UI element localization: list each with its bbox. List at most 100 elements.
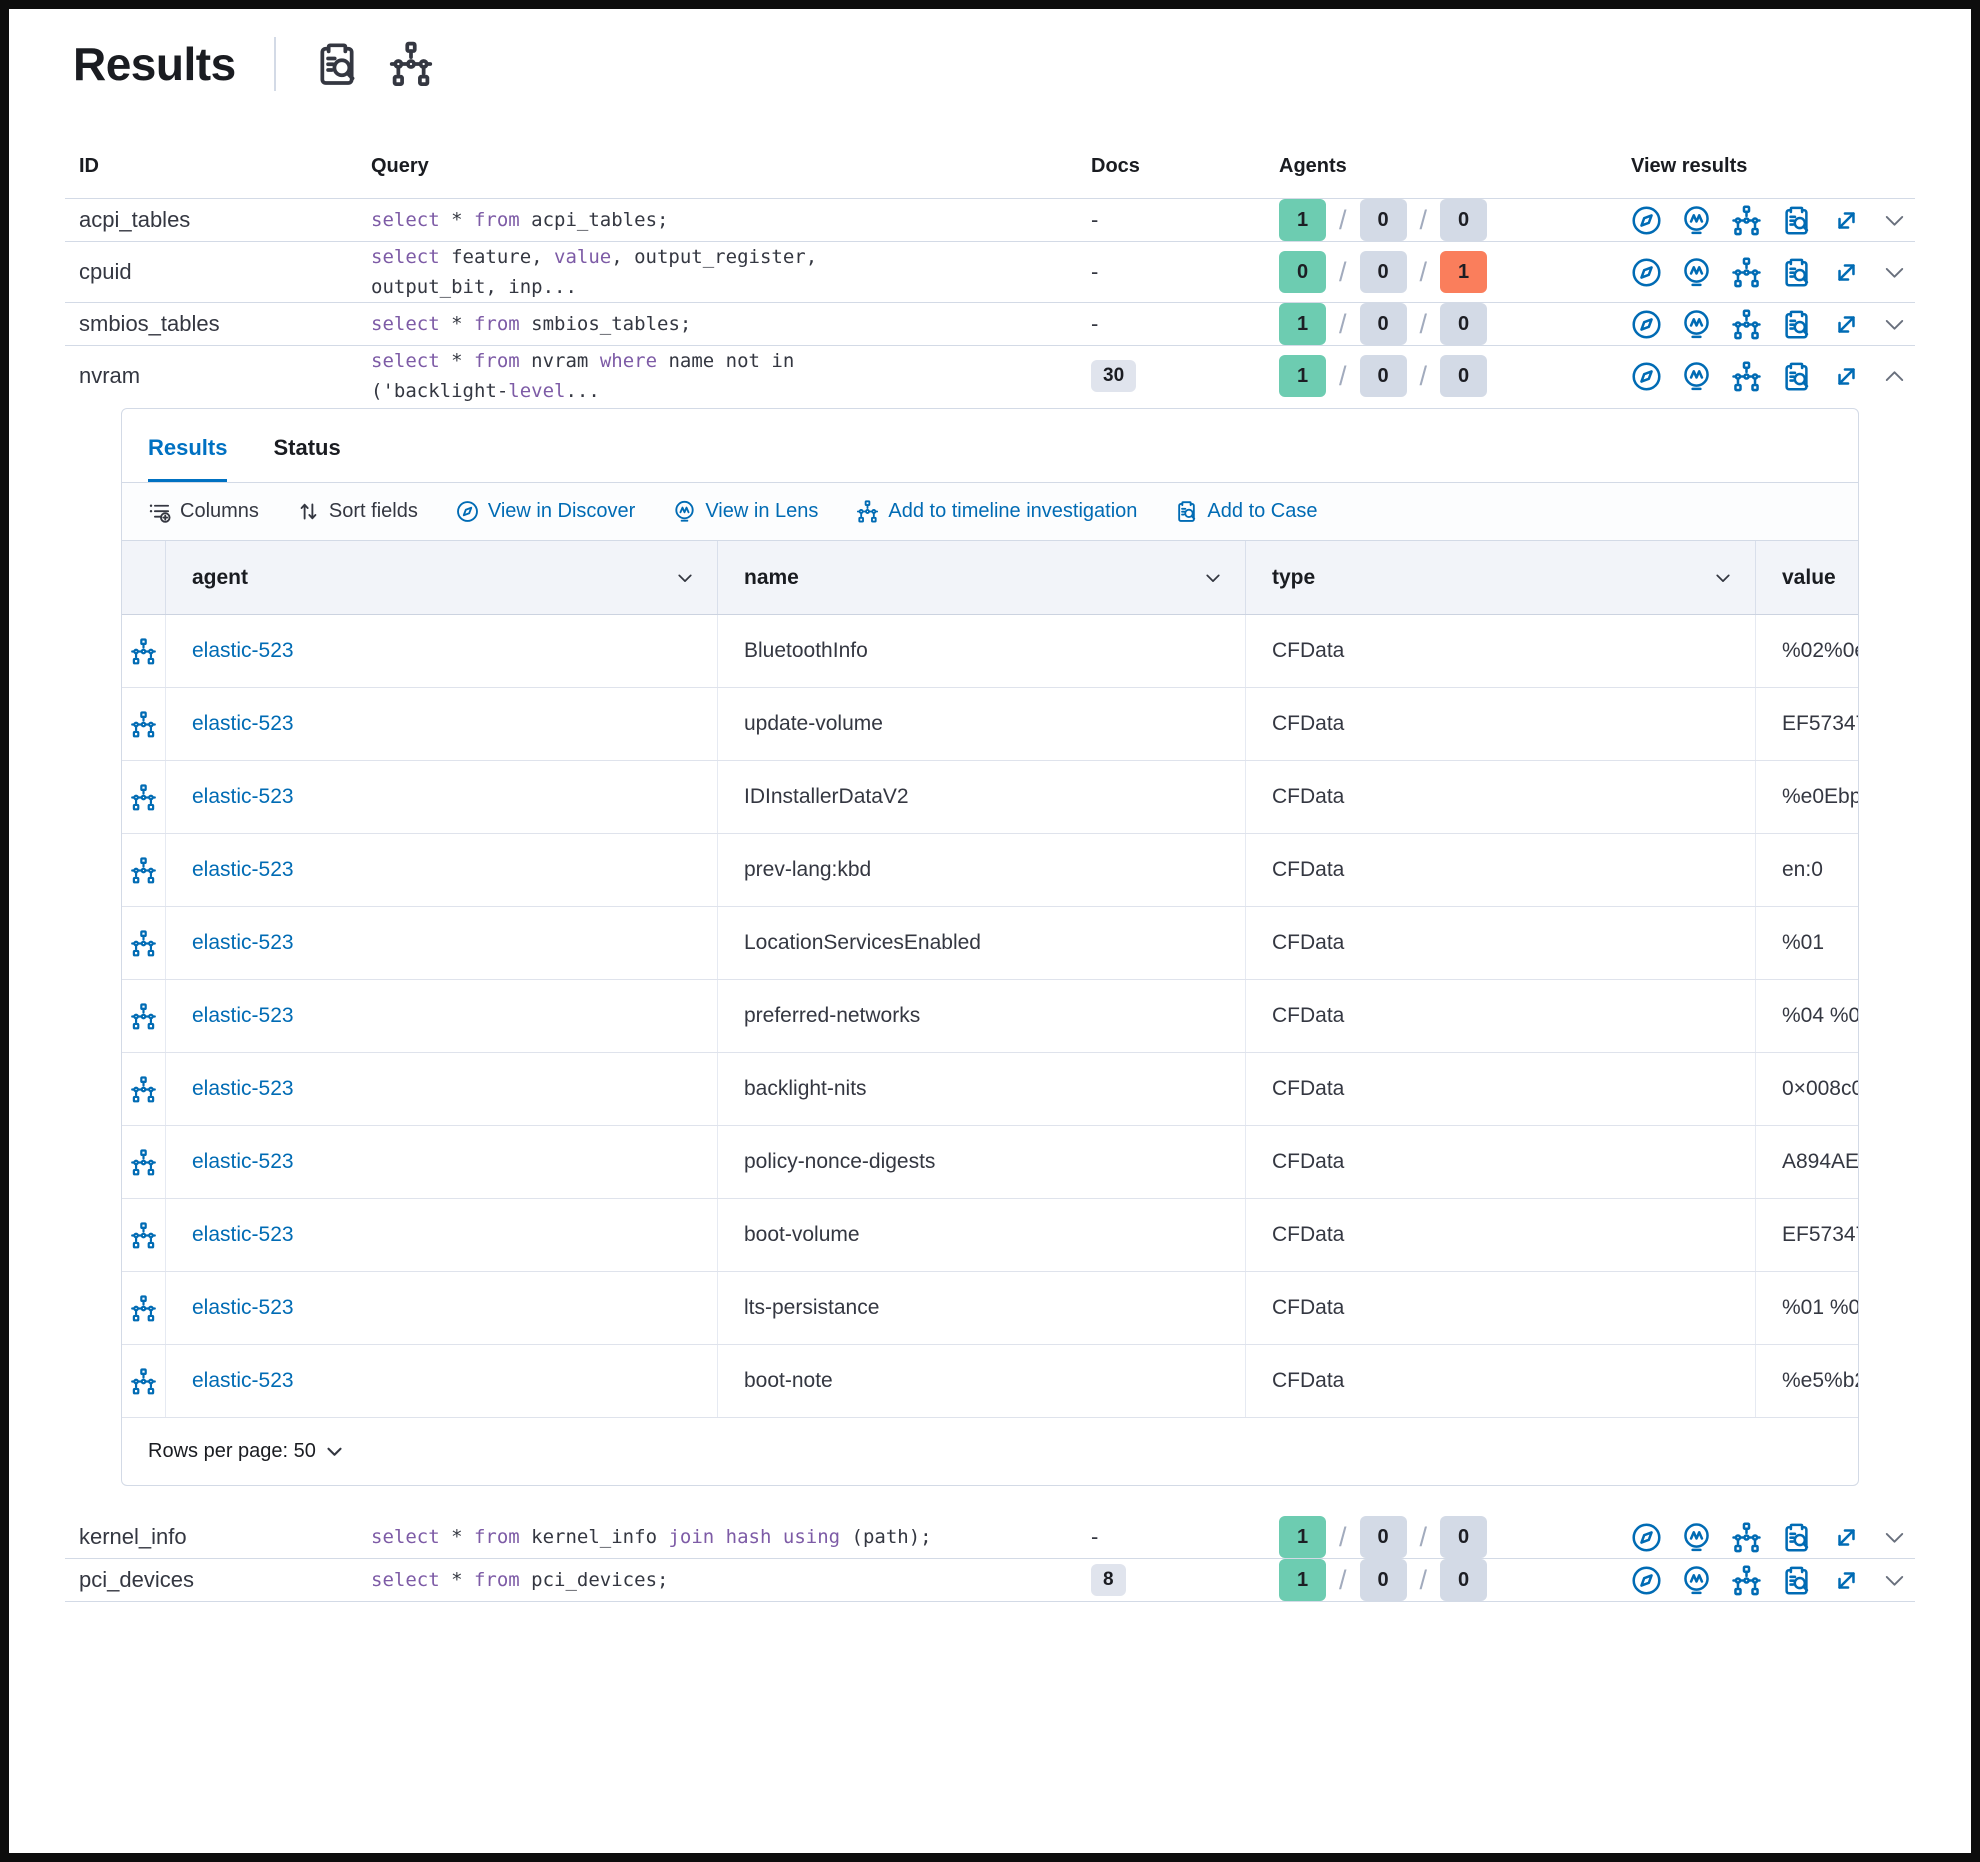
view-in-discover-button[interactable]: View in Discover: [456, 500, 635, 523]
agent-link[interactable]: elastic-523: [192, 858, 294, 882]
expand-icon[interactable]: [1831, 205, 1862, 236]
chevron-down-icon: [324, 1441, 345, 1462]
rows-per-page-control[interactable]: Rows per page: 50: [148, 1440, 345, 1463]
chevron-down-icon[interactable]: [1881, 311, 1908, 338]
page-header: Results: [9, 9, 1971, 91]
table-row: elastic-523IDInstallerDataV2CFData%e0Ebp…: [122, 761, 1858, 834]
chevron-down-icon[interactable]: [1881, 1567, 1908, 1594]
add-to-case-icon[interactable]: [1781, 205, 1812, 236]
grid-col-name[interactable]: name: [718, 541, 1246, 614]
row-timeline-icon[interactable]: [122, 1199, 166, 1271]
row-timeline-icon[interactable]: [122, 615, 166, 687]
discover-icon[interactable]: [1631, 309, 1662, 340]
agent-link[interactable]: elastic-523: [192, 639, 294, 663]
view-in-lens-button[interactable]: View in Lens: [673, 500, 818, 523]
row-timeline-icon[interactable]: [122, 761, 166, 833]
agent-count-badge-grey: 0: [1440, 355, 1487, 397]
row-timeline-icon[interactable]: [122, 1126, 166, 1198]
agents-separator: /: [1420, 205, 1428, 236]
agent-link[interactable]: elastic-523: [192, 1369, 294, 1393]
agent-link[interactable]: elastic-523: [192, 712, 294, 736]
inspect-clipboard-icon[interactable]: [314, 41, 360, 87]
grid-toolbar: Columns Sort fields View in Discover Vie…: [122, 483, 1858, 541]
row-timeline-icon[interactable]: [122, 980, 166, 1052]
agent-link[interactable]: elastic-523: [192, 1077, 294, 1101]
expand-icon[interactable]: [1831, 361, 1862, 392]
timeline-icon[interactable]: [1731, 309, 1762, 340]
expand-icon[interactable]: [1831, 1565, 1862, 1596]
docs-empty: -: [1091, 207, 1098, 232]
cell-type: CFData: [1246, 761, 1756, 833]
agent-link[interactable]: elastic-523: [192, 1004, 294, 1028]
lens-icon[interactable]: [1681, 257, 1712, 288]
expand-icon[interactable]: [1831, 257, 1862, 288]
cell-agent: elastic-523: [166, 615, 718, 687]
sort-fields-button[interactable]: Sort fields: [297, 500, 418, 523]
agents-separator: /: [1339, 309, 1347, 340]
discover-icon[interactable]: [1631, 361, 1662, 392]
row-timeline-icon[interactable]: [122, 1053, 166, 1125]
cell-value: %e5%b2%f6%: [1756, 1345, 1858, 1417]
timeline-icon[interactable]: [1731, 361, 1762, 392]
timeline-icon[interactable]: [1731, 1522, 1762, 1553]
grid-col-type[interactable]: type: [1246, 541, 1756, 614]
add-to-case-icon[interactable]: [1781, 1565, 1812, 1596]
row-timeline-icon[interactable]: [122, 834, 166, 906]
chevron-down-icon[interactable]: [675, 568, 695, 588]
row-timeline-icon[interactable]: [122, 1272, 166, 1344]
timeline-icon[interactable]: [1731, 1565, 1762, 1596]
add-to-timeline-button[interactable]: Add to timeline investigation: [856, 500, 1137, 523]
add-to-case-icon[interactable]: [1781, 1522, 1812, 1553]
query-row: acpi_tablesselect * from acpi_tables;-1/…: [65, 199, 1915, 242]
chevron-down-icon[interactable]: [1713, 568, 1733, 588]
lens-icon[interactable]: [1681, 1522, 1712, 1553]
row-timeline-icon[interactable]: [122, 907, 166, 979]
cell-type: CFData: [1246, 688, 1756, 760]
discover-icon[interactable]: [1631, 205, 1662, 236]
agents-separator: /: [1339, 361, 1347, 392]
row-timeline-icon[interactable]: [122, 1345, 166, 1417]
timeline-icon[interactable]: [1731, 257, 1762, 288]
discover-icon[interactable]: [1631, 1522, 1662, 1553]
expand-icon[interactable]: [1831, 309, 1862, 340]
cell-value: %01: [1756, 907, 1858, 979]
agent-link[interactable]: elastic-523: [192, 1150, 294, 1174]
grid-col-agent[interactable]: agent: [166, 541, 718, 614]
lens-icon[interactable]: [1681, 309, 1712, 340]
chevron-down-icon[interactable]: [1881, 207, 1908, 234]
row-timeline-icon[interactable]: [122, 688, 166, 760]
chevron-down-icon[interactable]: [1203, 568, 1223, 588]
chevron-up-icon[interactable]: [1881, 363, 1908, 390]
lens-icon[interactable]: [1681, 205, 1712, 236]
chevron-down-icon[interactable]: [1881, 1524, 1908, 1551]
query-sql: select * from pci_devices;: [371, 1565, 1091, 1595]
lens-icon[interactable]: [1681, 361, 1712, 392]
table-row: elastic-523LocationServicesEnabledCFData…: [122, 907, 1858, 980]
agent-link[interactable]: elastic-523: [192, 931, 294, 955]
add-to-case-icon[interactable]: [1781, 361, 1812, 392]
lens-icon[interactable]: [1681, 1565, 1712, 1596]
agent-link[interactable]: elastic-523: [192, 1223, 294, 1247]
add-to-case-icon[interactable]: [1781, 257, 1812, 288]
query-id: pci_devices: [79, 1567, 371, 1593]
cell-value: %02%0eM720: [1756, 615, 1858, 687]
add-to-case-icon[interactable]: [1781, 309, 1812, 340]
add-to-case-button[interactable]: Add to Case: [1175, 500, 1317, 523]
tab-status[interactable]: Status: [273, 435, 340, 482]
expand-icon[interactable]: [1831, 1522, 1862, 1553]
timeline-icon[interactable]: [1731, 205, 1762, 236]
discover-icon[interactable]: [1631, 257, 1662, 288]
tab-results[interactable]: Results: [148, 435, 227, 482]
agents-separator: /: [1339, 1565, 1347, 1596]
timeline-network-icon[interactable]: [388, 41, 434, 87]
chevron-down-icon[interactable]: [1881, 259, 1908, 286]
columns-button[interactable]: Columns: [148, 500, 259, 523]
agent-link[interactable]: elastic-523: [192, 1296, 294, 1320]
cell-value: %04 %05 %0b: [1756, 980, 1858, 1052]
cell-value: %e0Ebplist00%: [1756, 761, 1858, 833]
discover-icon[interactable]: [1631, 1565, 1662, 1596]
grid-col-value[interactable]: value: [1756, 541, 1858, 614]
agents-separator: /: [1420, 1522, 1428, 1553]
cell-value: en:0: [1756, 834, 1858, 906]
agent-link[interactable]: elastic-523: [192, 785, 294, 809]
